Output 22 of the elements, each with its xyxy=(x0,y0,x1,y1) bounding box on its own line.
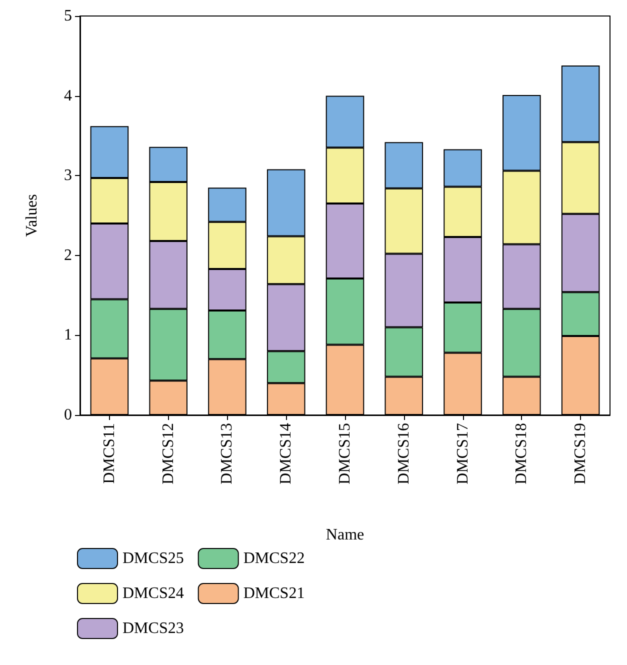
y-tick-label: 4 xyxy=(64,87,72,104)
x-tick-label: DMCS11 xyxy=(100,423,118,484)
y-tick-label: 1 xyxy=(64,326,72,344)
x-tick-label: DMCS17 xyxy=(454,423,472,484)
y-axis-title: Values xyxy=(24,194,40,237)
y-tick-label: 2 xyxy=(64,246,72,264)
x-tick-label: DMCS12 xyxy=(160,423,177,484)
legend-label: DMCS24 xyxy=(122,585,184,602)
x-tick-label: DMCS16 xyxy=(395,423,412,484)
y-tick-label: 3 xyxy=(64,167,72,184)
x-tick-label: DMCS15 xyxy=(336,423,354,484)
x-tick-label: DMCS14 xyxy=(278,423,295,484)
y-tick-label: 0 xyxy=(64,406,72,424)
legend-label: DMCS23 xyxy=(122,620,184,637)
legend-label: DMCS22 xyxy=(243,550,305,567)
y-tick-label: 5 xyxy=(64,8,72,24)
x-tick-label: DMCS18 xyxy=(513,423,530,484)
legend-label: DMCS21 xyxy=(243,585,305,602)
x-tick-label: DMCS13 xyxy=(218,423,236,484)
x-tick-label: DMCS19 xyxy=(572,423,590,484)
x-axis-title: Name xyxy=(326,526,364,544)
legend-label: DMCS25 xyxy=(122,550,184,567)
